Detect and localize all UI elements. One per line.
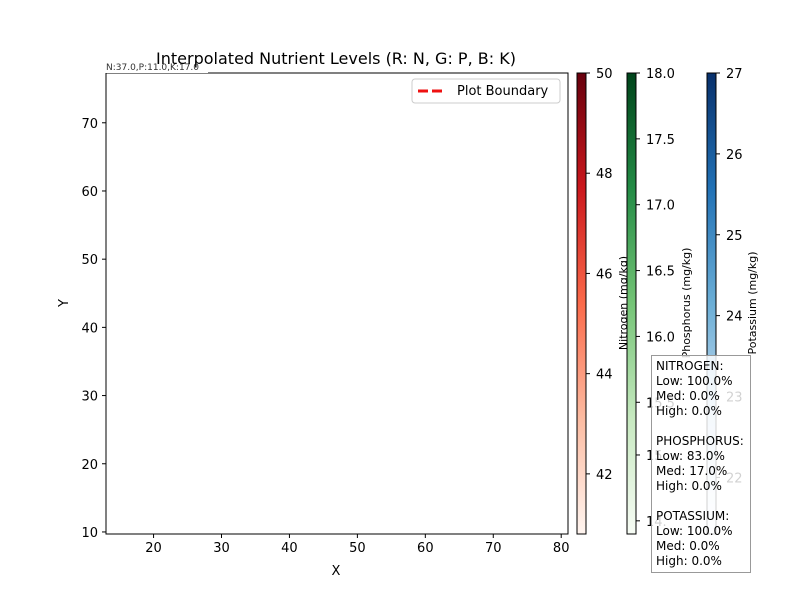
y-tick-label: 10: [81, 526, 98, 541]
colorbar-tick-label: 50: [596, 67, 613, 82]
chart-title: Interpolated Nutrient Levels (R: N, G: P…: [156, 49, 516, 68]
stats-line: High: 0.0%: [656, 479, 722, 493]
x-tick-label: 70: [485, 541, 502, 556]
x-tick-label: 30: [213, 541, 230, 556]
colorbar-phosphorus: [626, 72, 637, 535]
y-axis-label: Y: [57, 299, 72, 308]
colorbar-label-phosphorus: Phosphorus (mg/kg): [680, 248, 693, 359]
y-tick-label: 20: [81, 458, 98, 473]
stats-line: Low: 100.0%: [656, 524, 733, 538]
colorbar-tick-label: 18.0: [646, 67, 675, 82]
point-annotation: N:37.0,P:11.0,K:17.0: [106, 63, 199, 73]
colorbar-tick-label: 17.0: [646, 199, 675, 214]
plot-area: [105, 72, 569, 535]
x-tick-label: 60: [417, 541, 434, 556]
legend-box: [411, 78, 561, 104]
main-axes: 20 30 40 50 60 70 80 10 20 30 40 50 60 70 N:37.0,P:11.…: [81, 61, 569, 556]
colorbar-tick-label: 27: [726, 67, 743, 82]
colorbar-tick-label: 25: [726, 229, 743, 244]
stats-line: High: 0.0%: [656, 554, 722, 568]
stats-spacer: [656, 419, 746, 434]
nutrient-stats-box: NITROGEN: Low: 100.0% Med: 0.0% High: 0.0% P…: [651, 355, 751, 573]
x-tick-label: 50: [349, 541, 366, 556]
y-tick-label: 40: [81, 321, 98, 336]
colorbar-label-potassium: Potassium (mg/kg): [746, 251, 759, 354]
y-tick-label: 50: [81, 253, 98, 268]
y-tick-label: 30: [81, 390, 98, 405]
point-annotation-box: [105, 61, 208, 73]
colorbar-tick-label: 42: [596, 468, 613, 483]
colorbar-tick-label: 16.5: [646, 265, 675, 280]
x-tick-label: 80: [553, 541, 570, 556]
colorbar-tick-label: 24: [726, 310, 743, 325]
colorbar-tick-label: 48: [596, 167, 613, 182]
stats-spacer: [656, 494, 746, 509]
stats-line: Med: 0.0%: [656, 539, 720, 553]
y-tick-label: 70: [81, 117, 98, 132]
colorbar-tick-label: 17.5: [646, 133, 675, 148]
legend-label-plot-boundary: Plot Boundary: [457, 84, 549, 99]
stats-line: NITROGEN:: [656, 359, 724, 373]
colorbar-nitrogen: [576, 72, 587, 535]
stats-line: Med: 17.0%: [656, 464, 728, 478]
colorbar-tick-label: 44: [596, 368, 613, 383]
x-axis-label: X: [332, 564, 341, 579]
stats-line: PHOSPHORUS:: [656, 434, 744, 448]
x-tick-label: 40: [281, 541, 298, 556]
colorbar-tick-label: 16.0: [646, 330, 675, 345]
stats-line: Med: 0.0%: [656, 389, 720, 403]
stats-line: Low: 100.0%: [656, 374, 733, 388]
stats-line: POTASSIUM:: [656, 509, 730, 523]
colorbar-tick-label: 26: [726, 148, 743, 163]
y-tick-label: 60: [81, 185, 98, 200]
colorbar-tick-label: 46: [596, 267, 613, 282]
x-tick-label: 20: [145, 541, 162, 556]
stats-line: High: 0.0%: [656, 404, 722, 418]
stats-line: Low: 83.0%: [656, 449, 725, 463]
